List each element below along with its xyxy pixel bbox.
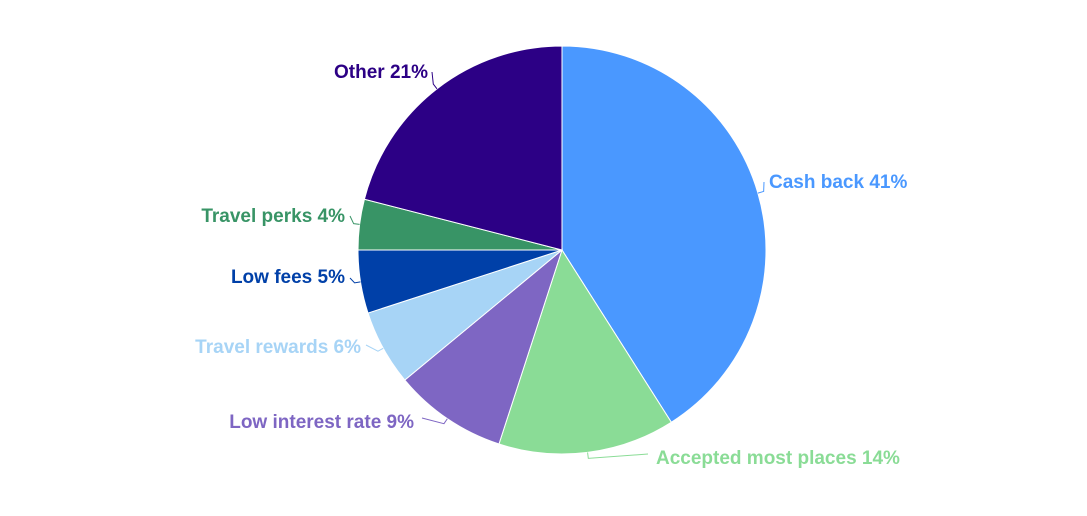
pie-slices <box>357 45 767 455</box>
slice-label-low-interest-rate: Low interest rate 9% <box>229 412 414 433</box>
leader-line-cash-back <box>757 181 765 194</box>
leader-line-other <box>431 71 438 90</box>
leader-line-travel-rewards <box>365 344 384 352</box>
pie-leader-lines <box>349 71 765 459</box>
slice-label-accepted-most-places: Accepted most places 14% <box>656 448 900 469</box>
pie-slice-cash-back <box>561 45 767 423</box>
pie-labels: Cash back 41% Accepted most places 14% Low… <box>195 62 907 469</box>
leader-line-travel-perks <box>349 215 360 225</box>
slice-label-travel-perks: Travel perks 4% <box>201 206 345 227</box>
leader-line-low-fees <box>349 277 361 284</box>
pie-slice-other <box>363 45 563 251</box>
slice-label-cash-back: Cash back 41% <box>769 172 907 193</box>
slice-label-low-fees: Low fees 5% <box>231 267 345 288</box>
leader-line-accepted-most-places <box>587 452 649 459</box>
slice-label-travel-rewards: Travel rewards 6% <box>195 337 361 358</box>
leader-line-low-interest-rate <box>421 417 448 425</box>
slice-label-other: Other 21% <box>334 62 428 83</box>
